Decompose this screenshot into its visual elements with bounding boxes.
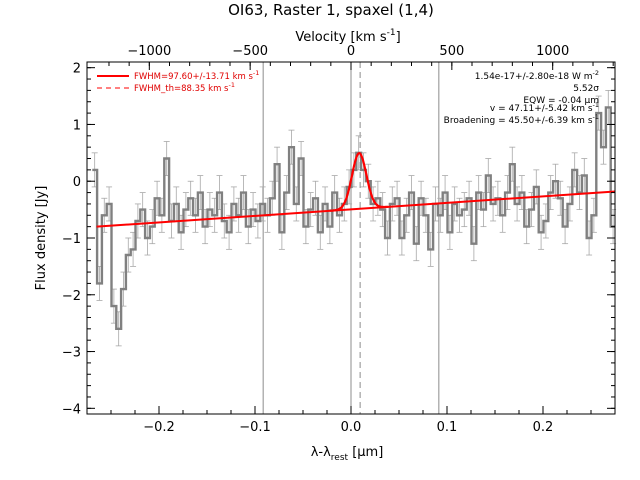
y-tick-label: 2 [73, 62, 81, 77]
x-axis-label: λ-λrest [μm] [311, 445, 384, 463]
continuum-fit-line [96, 190, 616, 228]
top-tick-label: −500 [232, 44, 268, 59]
annotation-velocity-sup: -1 [593, 101, 599, 109]
top-axis-label-sup: -1 [387, 28, 396, 38]
gaussian-fit-line [330, 152, 389, 212]
x-tick-label: 0.2 [533, 420, 554, 435]
top-axis-label-end: ] [396, 30, 401, 45]
annotation-line-flux-sup: -2 [593, 69, 599, 77]
top-tick-label: 1000 [536, 44, 569, 59]
legend: FWHM=97.60+/-13.71 km s-1 FWHM_th=88.35 … [97, 69, 259, 94]
top-axis-label: Velocity [km s-1] [295, 28, 400, 45]
y-tick-label: −1 [62, 232, 81, 247]
y-tick-label: −4 [62, 402, 81, 417]
top-tick-label: −1000 [127, 44, 171, 59]
y-tick-label: −2 [62, 289, 81, 304]
y-tick-label: −3 [62, 346, 81, 361]
x-axis-label-sub: rest [331, 453, 349, 463]
annotation-significance: 5.52σ [573, 84, 599, 94]
annotation-line-flux: 1.54e-17+/-2.80e-18 W m-2 [475, 69, 599, 82]
chart-title: OI63, Raster 1, spaxel (1,4) [228, 1, 434, 19]
y-tick-label: 1 [73, 118, 81, 133]
annotation-broadening: Broadening = 45.50+/-6.39 km s-1 [444, 113, 599, 126]
annotation-broadening-sup: -1 [593, 113, 599, 121]
legend-entry-fwhm-th-sup: -1 [228, 81, 234, 89]
legend-entry-fwhm-th: FWHM_th=88.35 km s-1 [134, 81, 235, 94]
x-axis-label-unit: [μm] [348, 445, 383, 460]
fit-annotations: 1.54e-17+/-2.80e-18 W m-2 5.52σ EQW = -0… [444, 69, 600, 126]
y-tick-label: 0 [73, 175, 81, 190]
legend-entry-fwhm-sup: -1 [253, 69, 259, 77]
x-tick-label: 0.1 [437, 420, 458, 435]
x-tick-label: −0.2 [143, 420, 175, 435]
legend-entry-fwhm: FWHM=97.60+/-13.71 km s-1 [134, 69, 259, 82]
y-axis-label: Flux density [Jy] [34, 186, 49, 291]
top-tick-label: 500 [439, 44, 464, 59]
x-tick-label: 0.0 [341, 420, 362, 435]
x-tick-label: −0.1 [239, 420, 271, 435]
annotation-velocity: v = 47.11+/-5.42 km s-1 [490, 101, 599, 114]
top-tick-label: 0 [347, 44, 355, 59]
annotation-eqw: EQW = -0.04 μm [523, 96, 599, 106]
